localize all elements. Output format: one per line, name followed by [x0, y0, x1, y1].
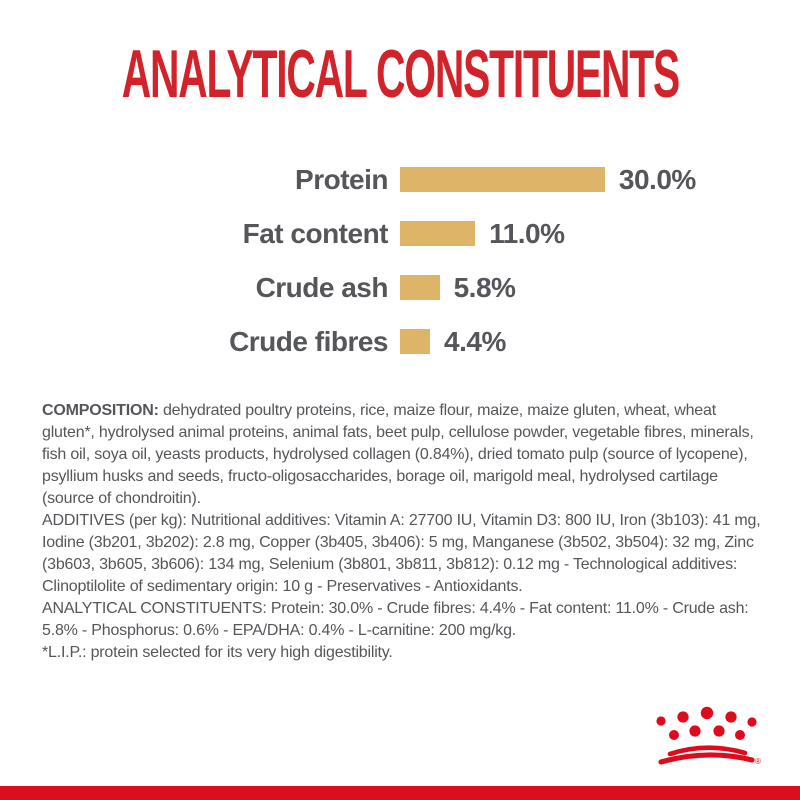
bar — [400, 275, 440, 300]
composition-text: dehydrated poultry proteins, rice, maize… — [42, 402, 754, 507]
bar — [400, 329, 431, 354]
registered-trademark-icon: ® — [755, 757, 761, 766]
crown-dots — [656, 706, 757, 740]
chart-row: Crude ash 5.8% — [0, 272, 800, 303]
bar-value: 30.0% — [618, 163, 696, 195]
bar-label: Fat content — [242, 217, 389, 249]
crown-base-arcs — [658, 745, 755, 765]
additives-paragraph: ADDITIVES (per kg): Nutritional additive… — [42, 512, 761, 595]
bar-value: 11.0% — [489, 217, 565, 249]
bar — [400, 221, 476, 246]
analytical-paragraph: ANALYTICAL CONSTITUENTS: Protein: 30.0% … — [42, 600, 749, 639]
bar-value: 4.4% — [444, 325, 506, 357]
composition-label: COMPOSITION: — [42, 402, 159, 419]
bar-label: Crude fibres — [229, 325, 388, 357]
composition-paragraph: COMPOSITION: dehydrated poultry proteins… — [42, 400, 764, 510]
bar-chart: Protein 30.0% Fat content 11.0% Crude ash 5.8… — [0, 164, 800, 383]
bar-value: 5.8% — [453, 271, 516, 303]
bar-label: Crude ash — [255, 271, 389, 303]
bar-label: Protein — [295, 163, 388, 195]
chart-row: Protein 30.0% — [0, 164, 800, 195]
chart-row: Crude fibres 4.4% — [0, 326, 800, 357]
page-title-wrap: ANALYTICAL CONSTITUENTS — [0, 40, 800, 108]
royal-canin-crown-logo: ® — [656, 706, 761, 766]
info-text-block: COMPOSITION: dehydrated poultry proteins… — [42, 400, 764, 664]
lip-note: *L.I.P.: protein selected for its very h… — [42, 644, 393, 661]
page-title: ANALYTICAL CONSTITUENTS — [121, 36, 679, 112]
footer-red-bar — [0, 786, 800, 800]
chart-row: Fat content 11.0% — [0, 218, 800, 249]
bar — [400, 167, 605, 192]
